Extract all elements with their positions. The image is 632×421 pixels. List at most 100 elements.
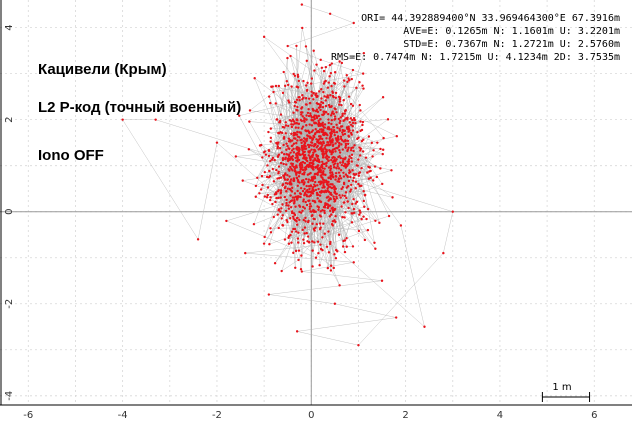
data-point: [292, 179, 296, 183]
data-point: [330, 132, 333, 135]
y-tick-label: -4: [4, 391, 15, 401]
data-point: [286, 220, 289, 224]
data-point: [294, 101, 298, 104]
data-point: [349, 117, 353, 120]
data-point: [302, 198, 305, 201]
data-point: [295, 176, 298, 179]
data-point: [304, 156, 307, 159]
data-point: [254, 184, 258, 188]
data-point: [262, 150, 266, 154]
data-point: [309, 185, 313, 188]
data-point: [323, 95, 326, 98]
data-point: [349, 148, 353, 152]
data-point: [351, 202, 354, 206]
data-point: [352, 176, 355, 180]
data-point: [305, 231, 308, 235]
data-point: [339, 156, 342, 160]
data-point: [326, 112, 330, 116]
data-point: [373, 165, 377, 168]
data-point: [351, 146, 355, 149]
data-point: [312, 160, 315, 163]
data-point: [296, 73, 300, 77]
data-point: [298, 204, 301, 207]
data-point: [328, 215, 331, 218]
data-point: [349, 188, 353, 191]
data-point: [342, 129, 345, 133]
data-point: [306, 191, 310, 194]
data-point: [271, 167, 274, 171]
data-point: [295, 173, 298, 176]
data-point: [296, 75, 300, 79]
data-point: [423, 325, 426, 328]
data-point: [289, 233, 292, 237]
data-point: [292, 123, 295, 126]
data-point: [311, 265, 314, 268]
data-point: [355, 200, 359, 204]
data-point: [315, 95, 318, 98]
data-point: [349, 175, 352, 179]
data-point: [355, 164, 359, 167]
data-point: [317, 180, 321, 184]
data-point: [293, 74, 297, 77]
data-point: [279, 113, 283, 116]
data-point: [291, 162, 295, 166]
data-point: [301, 115, 304, 118]
data-point: [298, 136, 301, 139]
data-point: [311, 177, 314, 180]
data-point: [332, 166, 336, 169]
data-point: [305, 137, 309, 140]
data-point: [327, 81, 330, 84]
data-point: [295, 223, 299, 226]
data-point: [334, 107, 337, 111]
data-point: [326, 181, 329, 185]
data-point: [301, 209, 304, 212]
data-point: [333, 115, 337, 118]
data-point: [331, 151, 335, 154]
data-point: [268, 169, 271, 173]
data-point: [277, 165, 281, 168]
data-point: [342, 79, 346, 82]
data-point: [283, 84, 287, 88]
annotation-iono: Iono OFF: [38, 147, 104, 164]
data-point: [315, 63, 318, 66]
data-point: [347, 130, 350, 133]
data-point: [319, 215, 323, 218]
data-point: [359, 149, 362, 152]
data-point: [295, 121, 298, 125]
data-point: [296, 160, 299, 163]
data-point: [269, 196, 272, 199]
data-point: [295, 44, 298, 48]
data-point: [287, 204, 290, 207]
data-point: [316, 140, 319, 144]
data-point: [326, 86, 330, 89]
data-point: [381, 182, 384, 186]
data-point: [343, 118, 346, 121]
data-point: [318, 222, 322, 225]
data-point: [367, 165, 370, 169]
data-point: [283, 126, 286, 129]
data-point: [342, 99, 345, 102]
data-point: [326, 183, 330, 187]
data-point: [351, 104, 355, 107]
data-point: [301, 228, 304, 232]
data-point: [357, 158, 360, 161]
data-point: [333, 71, 337, 74]
data-point: [346, 142, 350, 146]
data-point: [282, 152, 286, 156]
data-point: [303, 187, 306, 191]
data-point: [326, 187, 329, 190]
data-point: [288, 147, 291, 151]
data-point: [356, 137, 359, 141]
data-point: [303, 171, 306, 174]
data-point: [314, 256, 318, 259]
stats-block: ORI= 44.392889400°N 33.969464300°E 67.39…: [331, 13, 620, 63]
data-point: [362, 87, 365, 90]
data-point: [338, 121, 341, 125]
data-point: [348, 171, 351, 175]
data-point: [334, 150, 337, 153]
data-point: [329, 169, 332, 172]
data-point: [306, 111, 310, 115]
data-point: [322, 150, 325, 153]
data-point: [330, 152, 333, 156]
data-point: [351, 68, 355, 72]
